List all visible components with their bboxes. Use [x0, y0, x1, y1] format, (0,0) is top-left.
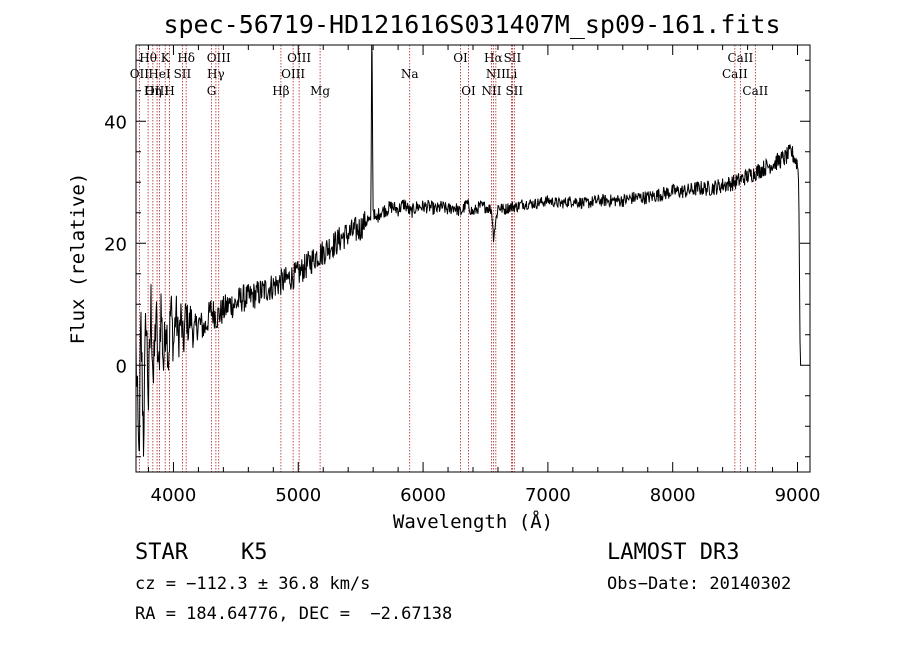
spectral-line-label: HeI [148, 67, 171, 81]
spectral-line-label: OI [461, 84, 476, 98]
spectral-line-label: SII [174, 67, 192, 81]
object-class: STAR [135, 540, 188, 565]
axis-ticks: 4000 5000 6000 7000 8000 9000 0 20 40 [104, 45, 820, 506]
spectral-line-label: Hδ [177, 51, 195, 65]
spectral-line-label: NII [486, 67, 506, 81]
x-axis-label: Wavelength (Å) [393, 510, 553, 533]
spectral-line-label: Hθ [139, 51, 157, 65]
spectral-line-label: CaII [742, 84, 768, 98]
y-tick-label: 40 [104, 112, 127, 133]
spectral-line-label: Hγ [207, 67, 225, 81]
spectral-line-label: OIII [145, 84, 169, 98]
flux-series [135, 44, 802, 457]
spectral-line-label: NII [481, 84, 501, 98]
spectral-line-label: SII [504, 51, 522, 65]
plot-frame [135, 44, 811, 473]
spectral-line-label: CaII [727, 51, 753, 65]
redshift-velocity: cz = −112.3 ± 36.8 km/s [135, 574, 371, 594]
spectral-line-label: Hη [144, 84, 162, 98]
coordinates: RA = 184.64776, DEC = −2.67138 [135, 604, 453, 624]
x-tick-label: 7000 [525, 485, 571, 506]
spectral-line-label: H [164, 84, 174, 98]
spectral-line-label: G [207, 84, 217, 98]
spectral-line-label: K [161, 51, 171, 65]
spectral-line-label: SII [505, 84, 523, 98]
object-subclass: K5 [241, 540, 268, 565]
spectral-line-label: Mg [310, 84, 330, 98]
x-tick-label: 5000 [275, 485, 321, 506]
x-tick-label: 6000 [400, 485, 446, 506]
spectral-line-label: Na [401, 67, 419, 81]
spectral-line-label: OIII [281, 67, 305, 81]
survey-name: LAMOST DR3 [607, 540, 740, 565]
y-tick-label: 0 [116, 356, 127, 377]
spectral-line-label: OIII [207, 51, 231, 65]
chart-title: spec-56719-HD121616S031407M_sp09-161.fit… [163, 10, 780, 39]
x-tick-label: 4000 [151, 485, 197, 506]
flux-line [135, 44, 802, 457]
spectral-line-label: OII [130, 67, 150, 81]
observation-date: Obs−Date: 20140302 [607, 574, 792, 594]
spectral-line-label: Hβ [272, 84, 289, 98]
y-axis-label: Flux (relative) [67, 173, 89, 345]
x-tick-label: 8000 [650, 485, 696, 506]
x-tick-label: 9000 [775, 485, 821, 506]
spectral-line-label: CaII [722, 67, 748, 81]
spectral-line-label: Hα [484, 51, 503, 65]
spectral-line-label: OI [453, 51, 468, 65]
spectral-line-label: OIII [287, 51, 311, 65]
y-tick-label: 20 [104, 234, 127, 255]
spectral-line-label: Li [506, 67, 518, 81]
